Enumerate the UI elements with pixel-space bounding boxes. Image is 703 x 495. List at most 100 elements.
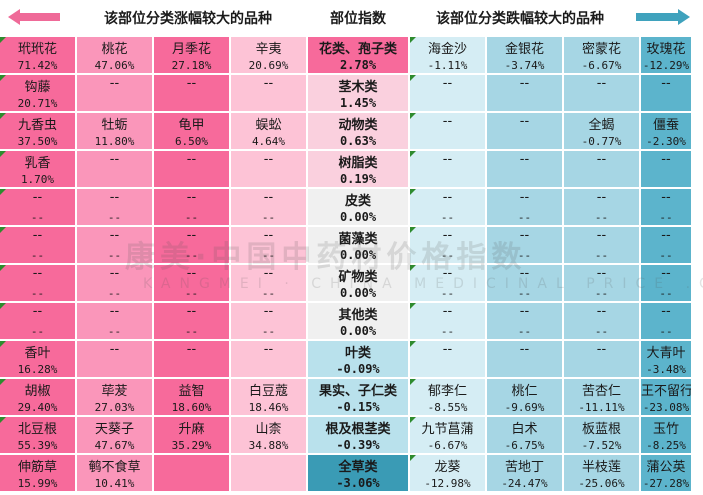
rise-name: 牡蛎 <box>101 118 128 133</box>
rise-name: 荜茇 <box>101 384 128 399</box>
fall-name: 苦杏仁 <box>581 384 621 399</box>
category-name: 花类、孢子类 <box>318 42 397 57</box>
fall-name: 玫瑰花 <box>646 42 686 57</box>
fall-cell: -- -- <box>410 189 487 227</box>
comment-marker-icon <box>0 417 6 423</box>
rise-cell: 九香虫 37.50% <box>0 113 77 151</box>
fall-cell: 金银花 -3.74% <box>487 37 564 75</box>
category-name: 果实、子仁类 <box>318 384 397 399</box>
rise-name: 胡椒 <box>24 384 51 399</box>
rise-cell: -- <box>77 341 154 379</box>
fall-change: -- <box>659 249 673 262</box>
rise-name: -- <box>109 152 120 167</box>
rise-cell: 胡椒 29.40% <box>0 379 77 417</box>
fall-change: -24.47% <box>501 477 548 490</box>
fall-header: 该部位分类跌幅较大的品种 <box>436 11 604 27</box>
rise-change: -- <box>107 211 122 224</box>
rise-cell: 山柰 34.88% <box>231 417 308 455</box>
rise-cell: -- -- <box>154 189 231 227</box>
rise-name: -- <box>186 190 197 205</box>
category-index-value: 1.45% <box>339 96 377 110</box>
fall-change: -0.77% <box>581 135 622 148</box>
rise-name: -- <box>109 76 120 91</box>
rise-cell: 天葵子 47.67% <box>77 417 154 455</box>
fall-name: 白术 <box>511 422 538 437</box>
rise-header: 该部位分类涨幅较大的品种 <box>104 11 272 27</box>
category-name: 根及根茎类 <box>325 422 391 437</box>
category-index-value: 0.19% <box>339 172 377 186</box>
comment-marker-icon <box>410 417 416 423</box>
rise-change: -- <box>30 211 45 224</box>
fall-cell: 九节菖蒲 -6.67% <box>410 417 487 455</box>
rise-name: -- <box>32 266 43 281</box>
fall-name: -- <box>596 266 607 281</box>
index-cell: 矿物类 0.00% <box>308 265 408 303</box>
fall-name: -- <box>596 152 607 167</box>
fall-cell: 桃仁 -9.69% <box>487 379 564 417</box>
fall-cell: 龙葵 -12.98% <box>410 455 487 493</box>
rise-change: 29.40% <box>17 401 58 414</box>
index-cell: 果实、子仁类 -0.15% <box>308 379 408 417</box>
category-index-value: 0.00% <box>339 248 377 262</box>
fall-cell: -- -- <box>641 189 693 227</box>
rise-change: 71.42% <box>17 59 58 72</box>
fall-name: 龙葵 <box>434 460 461 475</box>
rise-cell: -- -- <box>154 303 231 341</box>
rise-change: 35.29% <box>171 439 212 452</box>
rise-cell: 白豆蔻 18.46% <box>231 379 308 417</box>
fall-cell: -- -- <box>564 189 641 227</box>
category-index-value: -3.06% <box>336 476 380 490</box>
fall-cell: 王不留行 -23.08% <box>641 379 693 417</box>
rise-cell: -- -- <box>231 227 308 265</box>
fall-name: 僵蚕 <box>652 118 679 133</box>
category-index-value: 0.00% <box>339 324 377 338</box>
rise-name: 北豆根 <box>17 422 57 437</box>
rise-cell: 升麻 35.29% <box>154 417 231 455</box>
rise-cell: -- -- <box>77 265 154 303</box>
category-name: 其他类 <box>338 308 378 323</box>
comment-marker-icon <box>0 341 6 347</box>
rise-change: -- <box>107 249 122 262</box>
fall-change: -- <box>594 249 609 262</box>
fall-name: -- <box>442 342 453 357</box>
fall-cell: -- <box>564 75 641 113</box>
index-cell: 树脂类 0.19% <box>308 151 408 189</box>
fall-name: -- <box>442 228 453 243</box>
rise-name: 山柰 <box>255 422 282 437</box>
fall-cell: 僵蚕 -2.30% <box>641 113 693 151</box>
comment-marker-icon <box>410 113 416 119</box>
category-name: 矿物类 <box>338 270 378 285</box>
fall-change: -6.75% <box>504 439 545 452</box>
rise-cell: -- -- <box>154 265 231 303</box>
rise-cell: 鹌不食草 10.41% <box>77 455 154 493</box>
fall-name: -- <box>519 190 530 205</box>
fall-change: -8.55% <box>427 401 468 414</box>
rise-name: -- <box>263 304 274 319</box>
rise-change: 16.28% <box>17 363 58 376</box>
fall-name: -- <box>519 304 530 319</box>
comment-marker-icon <box>410 227 416 233</box>
fall-change: -2.30% <box>646 135 686 148</box>
fall-cell: 苦杏仁 -11.11% <box>564 379 641 417</box>
comment-marker-icon <box>0 303 6 309</box>
fall-cell: 密蒙花 -6.67% <box>564 37 641 75</box>
index-cell: 其他类 0.00% <box>308 303 408 341</box>
fall-change: -- <box>517 249 532 262</box>
rise-change: -- <box>107 325 122 338</box>
category-index-value: 0.00% <box>339 210 377 224</box>
fall-change: -- <box>440 211 455 224</box>
category-index-value: -0.15% <box>336 400 380 414</box>
fall-cell: -- -- <box>641 265 693 303</box>
fall-name: 郁李仁 <box>427 384 467 399</box>
comment-marker-icon <box>0 227 6 233</box>
fall-cell: 白术 -6.75% <box>487 417 564 455</box>
fall-change: -- <box>659 325 673 338</box>
rise-name: 白豆蔻 <box>248 384 288 399</box>
rise-name: -- <box>109 304 120 319</box>
fall-name: -- <box>661 228 671 243</box>
rise-change: 18.60% <box>171 401 212 414</box>
rise-change: -- <box>30 287 45 300</box>
fall-name: 海金沙 <box>427 42 467 57</box>
rise-cell: -- <box>77 75 154 113</box>
